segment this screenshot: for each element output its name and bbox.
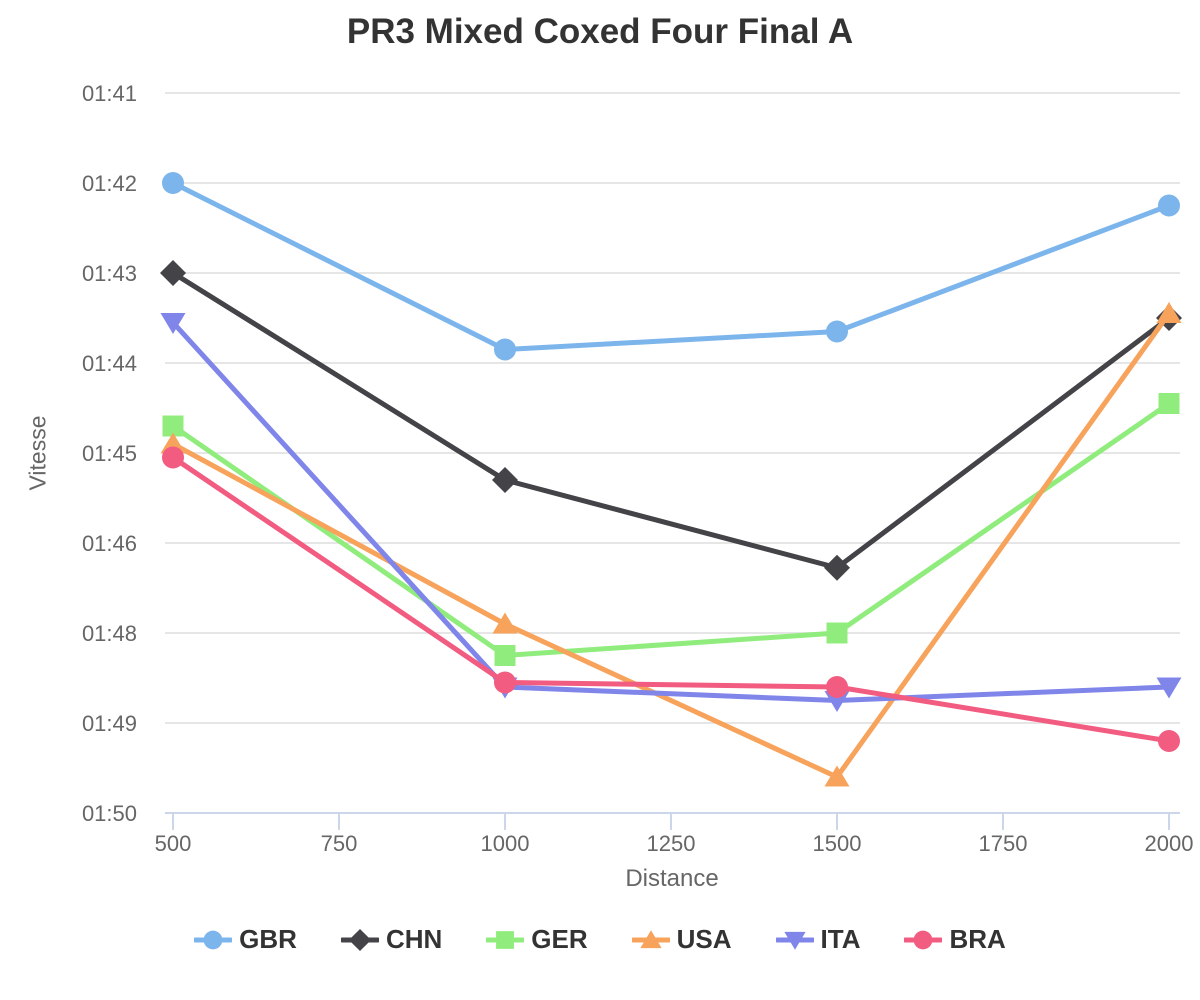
legend-marker-GBR-circle-icon — [194, 930, 233, 949]
legend-marker-ITA-triangle-down-icon — [775, 931, 814, 950]
x-tick-label: 1250 — [647, 831, 696, 856]
legend-item-ITA[interactable]: ITA — [775, 924, 861, 955]
legend-label-ITA: ITA — [820, 924, 861, 954]
series-line-GBR — [170, 180, 1172, 352]
data-point-ITA-1500[interactable] — [824, 691, 850, 712]
legend-marker-USA-triangle-icon — [631, 929, 670, 948]
legend-symbol-GER — [496, 930, 515, 949]
series-GBR — [162, 172, 1180, 361]
y-tick-label: 01:44 — [82, 351, 137, 376]
legend-symbol-ITA — [783, 931, 806, 950]
series-line-CHN — [170, 270, 1172, 571]
legend-item-USA[interactable]: USA — [631, 924, 732, 955]
data-point-GER-500[interactable] — [162, 415, 184, 437]
y-tick-label: 01:43 — [82, 261, 137, 286]
data-point-USA-1500[interactable] — [824, 765, 850, 787]
data-point-BRA-1000[interactable] — [494, 671, 516, 694]
series-line-BRA — [170, 455, 1172, 744]
x-tick-label: 2000 — [1145, 831, 1194, 856]
legend-symbol-GBR — [203, 930, 223, 949]
data-point-GBR-1000[interactable] — [494, 338, 516, 361]
legend-label-GBR: GBR — [239, 924, 297, 954]
data-point-GBR-1500[interactable] — [826, 320, 848, 343]
legend-item-GER[interactable]: GER — [486, 924, 588, 955]
data-point-BRA-2000[interactable] — [1158, 730, 1180, 752]
series-line-USA — [170, 311, 1172, 780]
series-CHN — [160, 260, 1182, 581]
legend: GBR CHN GER USA ITA BRA — [0, 924, 1200, 955]
series-GER — [162, 393, 1180, 666]
y-axis-title: Vitesse — [24, 415, 51, 491]
legend-label-CHN: CHN — [385, 924, 443, 954]
y-tick-label: 01:49 — [82, 711, 137, 736]
data-point-USA-1000[interactable] — [492, 612, 518, 634]
legend-label-USA: USA — [676, 924, 732, 954]
legend-marker-BRA-circle-icon — [904, 930, 943, 949]
x-tick-label: 1000 — [481, 831, 530, 856]
y-tick-label: 01:45 — [82, 441, 137, 466]
data-point-USA-500[interactable] — [160, 432, 186, 454]
x-axis-title: Distance — [625, 865, 719, 892]
x-tick-label: 1750 — [979, 831, 1028, 856]
legend-item-CHN[interactable]: CHN — [340, 924, 443, 955]
data-point-GBR-500[interactable] — [162, 172, 184, 194]
y-tick-label: 01:48 — [82, 621, 137, 646]
series-BRA — [162, 446, 1180, 752]
series-line-ITA — [170, 320, 1172, 703]
legend-marker-GER-square-icon — [486, 930, 525, 949]
data-point-GER-1500[interactable] — [826, 622, 848, 644]
data-point-CHN-1500[interactable] — [824, 554, 850, 581]
legend-symbol-USA — [640, 929, 662, 948]
data-point-CHN-500[interactable] — [160, 260, 186, 286]
legend-symbol-CHN — [348, 928, 371, 951]
x-tick-label: 500 — [155, 831, 192, 856]
legend-item-GBR[interactable]: GBR — [194, 924, 297, 955]
x-tick-label: 750 — [321, 831, 358, 856]
data-point-CHN-1000[interactable] — [492, 467, 518, 493]
y-tick-label: 01:50 — [82, 801, 137, 826]
y-tick-label: 01:46 — [82, 531, 137, 556]
data-point-ITA-2000[interactable] — [1156, 677, 1182, 699]
legend-symbol-BRA — [914, 930, 933, 949]
y-tick-label: 01:42 — [82, 171, 137, 196]
legend-label-BRA: BRA — [949, 924, 1006, 954]
legend-label-GER: GER — [531, 924, 588, 954]
x-tick-label: 1500 — [813, 831, 862, 856]
data-point-GER-1000[interactable] — [494, 645, 516, 666]
data-point-BRA-500[interactable] — [162, 446, 184, 469]
data-point-ITA-500[interactable] — [160, 313, 186, 334]
series-USA — [160, 302, 1182, 787]
legend-item-BRA[interactable]: BRA — [904, 924, 1006, 955]
data-point-USA-2000[interactable] — [1156, 302, 1182, 323]
y-tick-label: 01:41 — [82, 81, 137, 106]
data-point-GBR-2000[interactable] — [1158, 194, 1180, 217]
data-point-BRA-1500[interactable] — [826, 676, 848, 698]
data-point-GER-2000[interactable] — [1158, 393, 1180, 414]
legend-marker-CHN-diamond-icon — [340, 928, 379, 951]
series-line-GER — [170, 401, 1172, 658]
chart-title: PR3 Mixed Coxed Four Final A — [346, 12, 854, 51]
